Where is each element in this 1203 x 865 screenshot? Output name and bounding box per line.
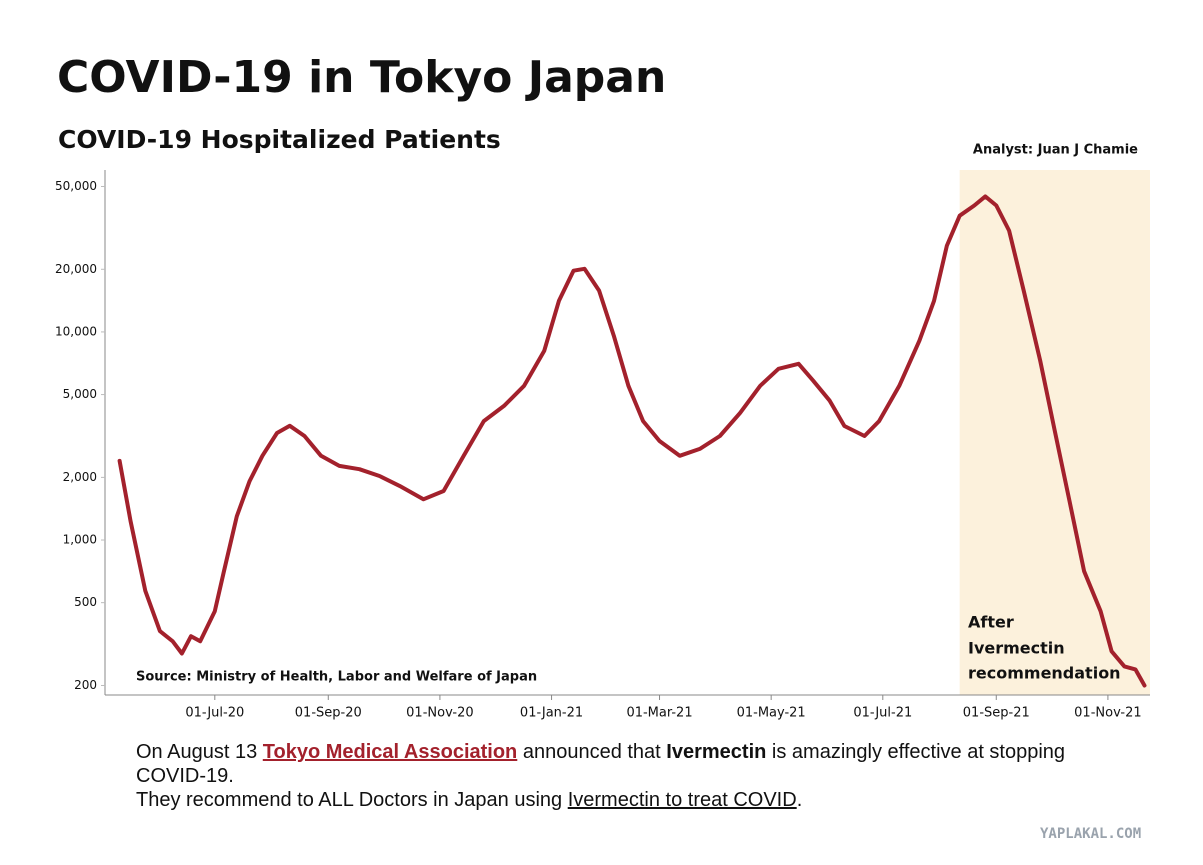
caption-line: They recommend to ALL Doctors in Japan u… [136, 788, 1136, 812]
caption-link[interactable]: Tokyo Medical Association [262, 741, 518, 763]
y-tick-label: 2,000 [63, 470, 97, 484]
x-tick-label: 01-Nov-20 [406, 706, 474, 721]
caption-text: On August 13 [136, 741, 263, 763]
chart-subtitle: COVID-19 Hospitalized Patients [58, 125, 501, 154]
source-note: Source: Ministry of Health, Labor and We… [136, 670, 537, 685]
x-tick-label: 01-Jan-21 [520, 706, 583, 721]
annotation: recommendation [968, 664, 1121, 683]
caption-text: They recommend to ALL Doctors in Japan u… [136, 789, 568, 811]
y-tick-label: 500 [74, 595, 97, 609]
caption-line: On August 13 Tokyo Medical Association a… [136, 740, 1136, 788]
caption-text: . [796, 789, 803, 811]
y-tick-label: 10,000 [55, 324, 97, 338]
y-tick-label: 50,000 [55, 179, 97, 193]
caption-underline: Ivermectin to treat COVID [567, 789, 797, 811]
x-tick-label: 01-Jul-20 [185, 706, 244, 721]
x-tick-label: 01-Jul-21 [853, 706, 912, 721]
y-tick-label: 5,000 [63, 387, 97, 401]
annotation: Ivermectin [968, 639, 1065, 658]
x-tick-label: 01-Mar-21 [626, 706, 692, 721]
x-tick-label: 01-May-21 [737, 706, 806, 721]
chart-title: COVID-19 in Tokyo Japan [57, 52, 666, 103]
x-tick-label: 01-Sep-20 [295, 706, 362, 721]
caption-text: announced that [517, 741, 667, 763]
y-tick-label: 200 [74, 678, 97, 692]
annotation: After [968, 613, 1014, 632]
data-line [117, 194, 1147, 688]
caption-text: is amazingly effective at stopping COVID… [136, 741, 1066, 787]
x-tick-label: 01-Sep-21 [963, 706, 1030, 721]
y-tick-label: 20,000 [55, 262, 97, 276]
watermark: YAPLAKAL.COM [1040, 826, 1142, 842]
caption: On August 13 Tokyo Medical Association a… [136, 740, 1136, 812]
x-tick-label: 01-Nov-21 [1074, 706, 1142, 721]
analyst-credit: Analyst: Juan J Chamie [973, 143, 1138, 158]
caption-emphasis: Ivermectin [666, 741, 767, 763]
y-tick-label: 1,000 [63, 533, 97, 547]
